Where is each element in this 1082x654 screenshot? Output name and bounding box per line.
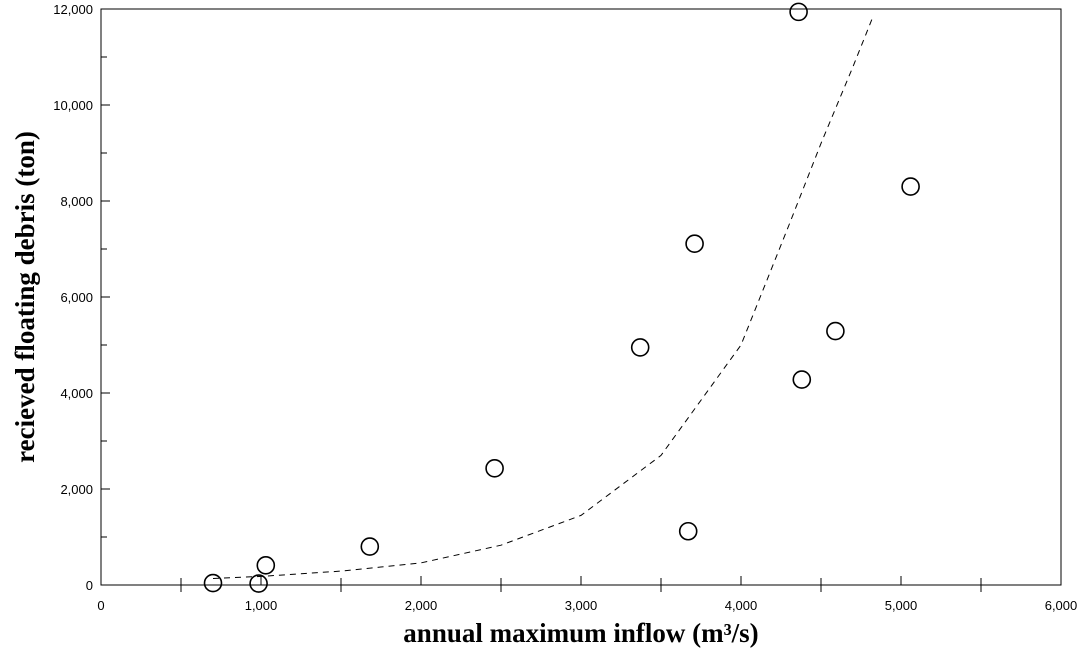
data-point — [901, 177, 920, 196]
data-point — [792, 370, 812, 389]
x-tick-label: 2,000 — [405, 598, 438, 613]
data-point — [826, 321, 845, 341]
data-point — [685, 234, 704, 254]
data-point — [630, 338, 650, 357]
y-tick-label: 12,000 — [53, 2, 93, 17]
x-tick-label: 0 — [97, 598, 104, 613]
x-axis-ticks: 0 1,000 2,000 3,000 4,000 5,000 6,000 — [97, 576, 1077, 613]
plot-frame — [100, 8, 1062, 586]
y-tick-label: 10,000 — [53, 98, 93, 113]
data-point — [485, 459, 504, 478]
data-point — [203, 573, 223, 593]
y-axis-ticks: 0 2,000 4,000 6,000 8,000 10,000 12,000 — [53, 2, 110, 593]
x-tick-label: 5,000 — [885, 598, 918, 613]
data-point — [360, 537, 380, 556]
y-tick-label: 2,000 — [60, 482, 93, 497]
data-point — [678, 521, 698, 541]
y-tick-label: 6,000 — [60, 290, 93, 305]
x-tick-label: 1,000 — [245, 598, 278, 613]
x-tick-label: 4,000 — [725, 598, 758, 613]
y-tick-label: 4,000 — [60, 386, 93, 401]
data-point — [789, 2, 808, 22]
data-point — [249, 574, 268, 593]
x-axis-title: annual maximum inflow (m³/s) — [403, 618, 758, 648]
y-tick-label: 0 — [86, 578, 93, 593]
data-points — [203, 2, 920, 593]
data-point — [256, 556, 276, 575]
trend-line — [212, 18, 873, 579]
x-tick-label: 6,000 — [1045, 598, 1078, 613]
x-tick-label: 3,000 — [565, 598, 598, 613]
y-tick-label: 8,000 — [60, 194, 93, 209]
y-axis-title: recieved floating debris (ton) — [10, 131, 40, 463]
